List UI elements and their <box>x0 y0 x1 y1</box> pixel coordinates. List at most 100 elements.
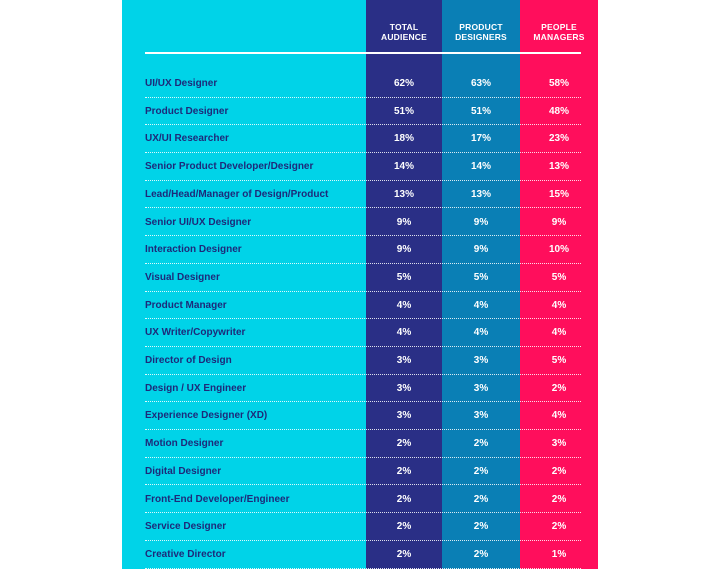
mgr-value: 23% <box>548 133 569 145</box>
table-row: Director of Design 3% 3% 5% <box>0 347 720 375</box>
product-designers-column <box>442 0 520 569</box>
header-people-managers: PEOPLE MANAGERS <box>533 22 585 42</box>
mgr-value: 4% <box>551 410 567 422</box>
mgr-value: 5% <box>551 355 567 366</box>
total-value: 5% <box>396 271 412 283</box>
prod-value: 9% <box>473 216 489 228</box>
prod-value: 2% <box>473 438 489 450</box>
table-row: Senior Product Developer/Designer 14% 14% 1… <box>0 153 720 181</box>
total-value: 4% <box>396 327 412 339</box>
role-label: Motion Designer <box>145 438 224 450</box>
total-value: 9% <box>396 244 412 256</box>
row-divider <box>145 373 581 375</box>
prod-value: 14% <box>470 161 491 173</box>
prod-value: 3% <box>473 382 489 394</box>
mgr-value: 10% <box>548 244 569 256</box>
prod-value: 9% <box>473 244 489 256</box>
table-row: Product Designer 51% 51% 48% <box>0 98 720 126</box>
total-audience-column <box>366 0 442 569</box>
role-label: Service Designer <box>145 521 227 533</box>
total-value: 62% <box>393 78 414 89</box>
table-row: UX Writer/Copywriter 4% 4% 4% <box>0 319 720 347</box>
mgr-value: 2% <box>551 382 567 394</box>
row-divider <box>145 345 581 347</box>
prod-value: 63% <box>470 78 491 89</box>
mgr-value: 2% <box>551 521 567 533</box>
row-divider <box>145 512 581 514</box>
table-row: Product Manager 4% 4% 4% <box>0 292 720 320</box>
mgr-value: 5% <box>551 271 567 283</box>
prod-value: 2% <box>473 521 489 533</box>
role-label: Creative Director <box>145 548 226 560</box>
header-divider <box>145 52 581 54</box>
prod-value: 13% <box>470 188 491 200</box>
people-managers-column <box>520 0 598 569</box>
table-row: Senior UI/UX Designer 9% 9% 9% <box>0 209 720 237</box>
row-divider <box>145 207 581 209</box>
row-divider <box>145 124 581 126</box>
role-label: UX Writer/Copywriter <box>145 327 246 339</box>
prod-value: 2% <box>473 493 489 505</box>
row-divider <box>145 429 581 431</box>
mgr-value: 2% <box>551 493 567 505</box>
total-value: 2% <box>396 438 412 450</box>
row-divider <box>145 567 581 569</box>
total-value: 13% <box>393 188 414 200</box>
total-value: 2% <box>396 465 412 477</box>
role-label: UX/UI Researcher <box>145 133 229 145</box>
role-label: Design / UX Engineer <box>145 382 247 394</box>
header-product-designers: PRODUCT DESIGNERS <box>455 22 507 42</box>
total-value: 51% <box>393 105 414 117</box>
row-divider <box>145 456 581 458</box>
table-row: Lead/Head/Manager of Design/Product 13% 13… <box>0 181 720 209</box>
table-row: Front-End Developer/Engineer 2% 2% 2% <box>0 486 720 514</box>
role-label: Senior Product Developer/Designer <box>145 161 314 173</box>
table-row: UI/UX Designer 62% 63% 58% <box>0 70 720 98</box>
mgr-value: 3% <box>551 438 567 450</box>
header-total-audience: TOTAL AUDIENCE <box>381 22 427 42</box>
mgr-value: 58% <box>548 78 569 89</box>
table-row: Design / UX Engineer 3% 3% 2% <box>0 375 720 403</box>
total-value: 4% <box>396 299 412 311</box>
role-label: Interaction Designer <box>145 244 242 256</box>
total-value: 18% <box>393 133 414 145</box>
role-label: Product Manager <box>145 299 227 311</box>
table-row: Visual Designer 5% 5% 5% <box>0 264 720 292</box>
row-divider <box>145 235 581 237</box>
role-label: Lead/Head/Manager of Design/Product <box>145 188 329 200</box>
table-row: Creative Director 2% 2% 1% <box>0 541 720 569</box>
mgr-value: 4% <box>551 327 567 339</box>
mgr-value: 1% <box>551 548 567 560</box>
prod-value: 17% <box>470 133 491 145</box>
role-label: UI/UX Designer <box>145 78 218 89</box>
prod-value: 3% <box>473 355 489 366</box>
prod-value: 4% <box>473 327 489 339</box>
mgr-value: 2% <box>551 465 567 477</box>
mgr-value: 13% <box>548 161 569 173</box>
role-label: Digital Designer <box>145 465 222 477</box>
role-label: Senior UI/UX Designer <box>145 216 252 228</box>
row-divider <box>145 318 581 320</box>
prod-value: 51% <box>470 105 491 117</box>
total-value: 2% <box>396 521 412 533</box>
row-divider <box>145 401 581 403</box>
row-divider <box>145 96 581 98</box>
row-divider <box>145 179 581 181</box>
table-row: Digital Designer 2% 2% 2% <box>0 458 720 486</box>
row-divider <box>145 262 581 264</box>
prod-value: 3% <box>473 410 489 422</box>
row-divider <box>145 290 581 292</box>
role-label: Director of Design <box>145 355 232 366</box>
total-value: 3% <box>396 382 412 394</box>
role-label: Front-End Developer/Engineer <box>145 493 290 505</box>
row-divider <box>145 539 581 541</box>
total-value: 14% <box>393 161 414 173</box>
role-label: Experience Designer (XD) <box>145 410 268 422</box>
total-value: 2% <box>396 493 412 505</box>
mgr-value: 15% <box>548 188 569 200</box>
prod-value: 5% <box>473 271 489 283</box>
prod-value: 2% <box>473 465 489 477</box>
prod-value: 4% <box>473 299 489 311</box>
mgr-value: 48% <box>548 105 569 117</box>
table-row: UX/UI Researcher 18% 17% 23% <box>0 125 720 154</box>
